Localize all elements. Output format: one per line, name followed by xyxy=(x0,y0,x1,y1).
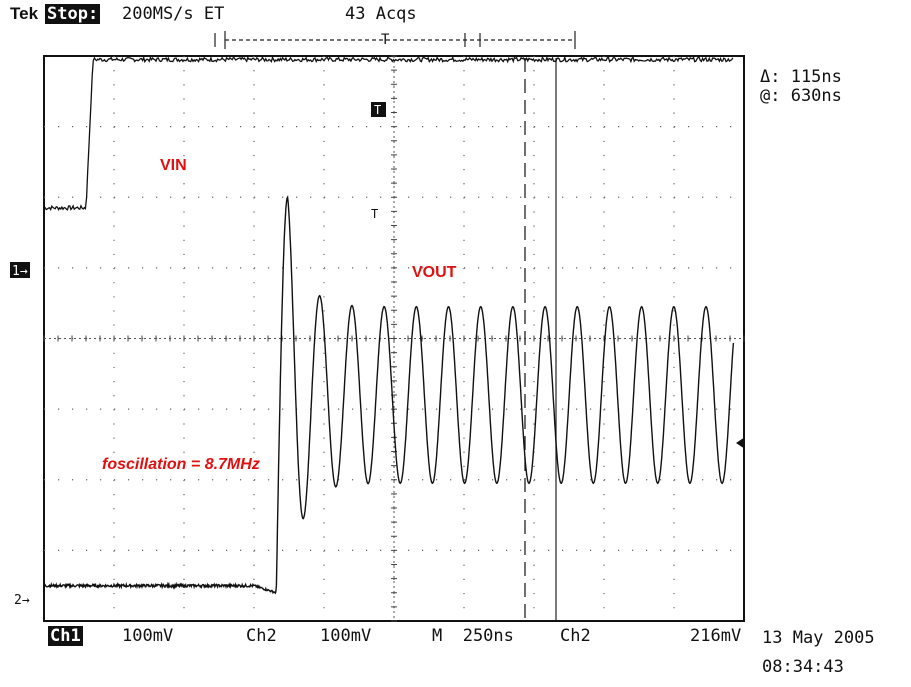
ch2-ground-marker: 2→ xyxy=(14,593,30,608)
run-status-badge: Stop: xyxy=(45,4,101,24)
ch2-scale: 100mV xyxy=(320,626,372,646)
record-trigger-marker: T xyxy=(381,32,390,48)
time-label: 08:34:43 xyxy=(762,657,844,677)
cursor-position-readout: @: 630ns xyxy=(760,86,842,106)
frequency-annotation: foscillation = 8.7MHz xyxy=(102,456,260,473)
record-view-bar xyxy=(214,31,576,49)
date-label: 13 May 2005 xyxy=(762,628,875,648)
vin-series-label: VIN xyxy=(160,157,187,174)
ch1-ground-marker: 1→ xyxy=(12,264,28,279)
vout-trace xyxy=(43,195,735,595)
trigger-position-marker-bg xyxy=(371,102,386,117)
sample-rate-label: 200MS/s ET xyxy=(122,4,225,24)
ch1-scale: 100mV xyxy=(122,626,174,646)
trigger-level-arrow xyxy=(736,437,745,449)
cursor-delta-readout: Δ: 115ns xyxy=(760,67,842,87)
trigger-point-marker: T xyxy=(371,207,378,221)
vout-series-label: VOUT xyxy=(412,264,457,281)
trigger-position-marker: T xyxy=(374,103,381,117)
graticule-grid xyxy=(43,55,745,622)
ch1-ground-marker-bg xyxy=(10,262,30,278)
trigger-level: 216mV xyxy=(690,626,742,646)
ch1-label: Ch1 xyxy=(48,626,83,646)
acquisitions-label: 43 Acqs xyxy=(345,4,417,24)
trigger-source: Ch2 xyxy=(560,626,591,646)
timebase-label: M 250ns xyxy=(432,626,514,646)
vin-trace xyxy=(43,55,734,212)
brand-label: Tek xyxy=(10,4,39,23)
ch2-label: Ch2 xyxy=(246,626,277,646)
